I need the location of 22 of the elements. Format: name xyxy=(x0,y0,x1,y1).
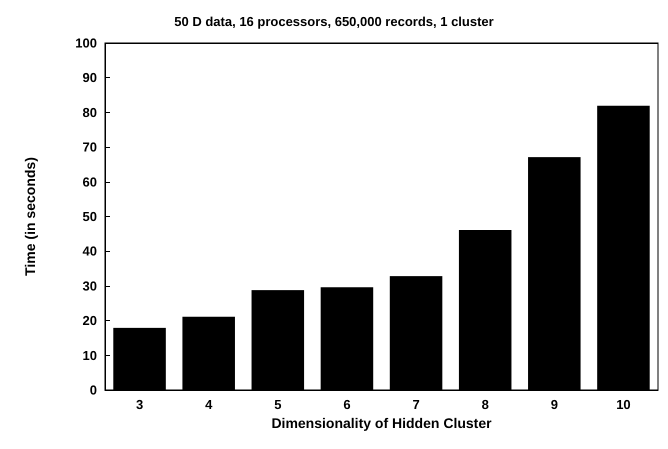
y-axis-title: Time (in seconds) xyxy=(22,157,38,276)
x-tick-label: 5 xyxy=(274,397,282,412)
chart-title: 50 D data, 16 processors, 650,000 records, 1 cluster xyxy=(174,14,494,29)
x-tick-label: 9 xyxy=(550,397,558,412)
y-tick-label: 10 xyxy=(82,348,97,363)
y-tick-label: 50 xyxy=(82,209,97,224)
y-tick-label: 20 xyxy=(82,313,97,328)
x-axis-title: Dimensionality of Hidden Cluster xyxy=(271,415,492,431)
y-tick-label: 90 xyxy=(82,70,97,86)
x-tick-label: 7 xyxy=(412,397,420,412)
x-tick-label: 4 xyxy=(205,397,214,412)
y-tick-label: 30 xyxy=(82,278,97,294)
y-tick-label: 0 xyxy=(90,382,97,398)
x-tick-label: 10 xyxy=(616,397,631,412)
y-tick-label: 70 xyxy=(82,140,97,155)
x-tick-label: 6 xyxy=(343,397,351,412)
y-tick-label: 80 xyxy=(82,104,97,120)
x-tick-label: 3 xyxy=(136,397,144,412)
y-tick-label: 100 xyxy=(75,36,97,50)
y-tick-label: 60 xyxy=(82,174,97,190)
y-tick-label: 40 xyxy=(82,244,97,259)
x-tick-label: 8 xyxy=(482,397,489,412)
